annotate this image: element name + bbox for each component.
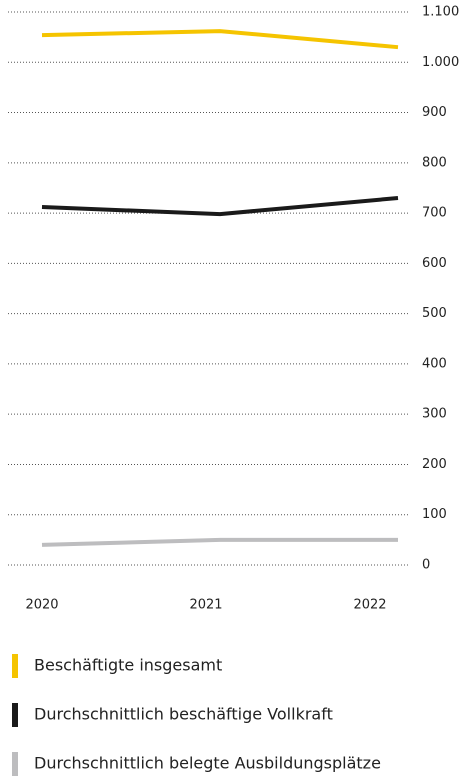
y-tick-label: 200 bbox=[422, 457, 447, 472]
y-tick-label: 900 bbox=[422, 105, 447, 120]
y-tick-label: 1.000 bbox=[422, 55, 459, 70]
series-line bbox=[41, 196, 399, 217]
legend-swatch bbox=[12, 752, 18, 776]
legend-label: Durchschnittlich beschäftige Vollkraft bbox=[34, 705, 333, 724]
y-tick-label: 0 bbox=[422, 558, 430, 573]
x-tick-label: 2020 bbox=[25, 598, 58, 613]
x-tick-label: 2022 bbox=[353, 598, 386, 613]
legend-swatch bbox=[12, 703, 18, 727]
y-tick-label: 300 bbox=[422, 407, 447, 422]
legend-swatch bbox=[12, 654, 18, 678]
y-tick-label: 500 bbox=[422, 306, 447, 321]
y-tick-label: 600 bbox=[422, 256, 447, 271]
y-tick-label: 400 bbox=[422, 356, 447, 371]
y-tick-label: 100 bbox=[422, 507, 447, 522]
y-tick-label: 700 bbox=[422, 206, 447, 221]
x-tick-label: 2021 bbox=[189, 598, 222, 613]
series-line bbox=[41, 29, 399, 50]
y-tick-label: 800 bbox=[422, 155, 447, 170]
legend-label: Beschäftigte insgesamt bbox=[34, 656, 222, 675]
y-tick-label: 1.100 bbox=[422, 5, 459, 20]
legend-label: Durchschnittlich belegte Ausbildungsplät… bbox=[34, 754, 381, 773]
series-line bbox=[41, 537, 398, 547]
